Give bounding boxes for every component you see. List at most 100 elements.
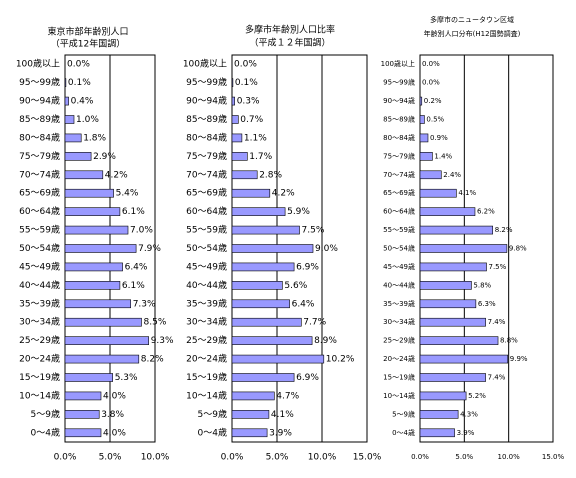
bar xyxy=(419,336,499,345)
y-tick-label: 55～59歳 xyxy=(383,225,415,234)
value-label: 2.8% xyxy=(259,170,282,180)
y-tick-label: 15～19歳 xyxy=(186,371,227,383)
value-label: 5.9% xyxy=(287,207,310,217)
bar xyxy=(64,428,102,438)
bar xyxy=(64,410,100,419)
y-tick-label: 5～9歳 xyxy=(198,408,227,420)
value-label: 2.4% xyxy=(443,171,461,179)
x-tick-label: 5.0% xyxy=(99,453,122,463)
value-label: 0.7% xyxy=(240,115,263,125)
y-tick-label: 45～49歳 xyxy=(186,260,227,272)
value-label: 1.8% xyxy=(83,133,106,143)
value-label: 8.2% xyxy=(141,355,164,365)
bar xyxy=(64,115,75,124)
chart-subtitle: （平成12年国調） xyxy=(51,38,125,50)
bar xyxy=(231,281,283,290)
y-tick-label: 90～94歳 xyxy=(186,95,227,107)
y-tick-label: 90～94歳 xyxy=(383,96,415,105)
y-tick-label: 20～24歳 xyxy=(186,353,227,365)
y-tick-label: 0～4歳 xyxy=(198,426,227,438)
bar xyxy=(231,354,325,364)
bar xyxy=(419,207,476,216)
y-tick-label: 35～39歳 xyxy=(186,297,227,309)
value-label: 6.9% xyxy=(296,373,319,383)
bar xyxy=(419,96,423,106)
y-tick-label: 15～19歳 xyxy=(383,373,415,382)
value-label: 3.9% xyxy=(457,429,475,437)
y-tick-label: 60～64歳 xyxy=(186,205,227,217)
value-label: 5.6% xyxy=(284,281,307,291)
value-label: 7.7% xyxy=(303,318,326,328)
y-tick-label: 50～54歳 xyxy=(383,244,415,253)
value-label: 7.5% xyxy=(302,226,325,236)
bar xyxy=(64,373,114,382)
y-tick-label: 10～14歳 xyxy=(186,389,227,401)
y-tick-label: 40～44歳 xyxy=(19,279,60,291)
bar xyxy=(64,281,121,290)
y-tick-label: 80～84歳 xyxy=(186,131,227,143)
bar xyxy=(231,262,295,272)
value-label: 4.3% xyxy=(460,410,478,418)
bar xyxy=(419,317,486,327)
y-tick-label: 85～89歳 xyxy=(186,113,227,125)
value-label: 4.2% xyxy=(105,170,128,180)
bar xyxy=(231,336,313,345)
bar xyxy=(231,244,314,253)
y-tick-label: 70～74歳 xyxy=(19,168,60,180)
bar xyxy=(231,188,271,198)
bar xyxy=(64,299,131,309)
y-tick-label: 55～59歳 xyxy=(186,224,227,236)
bar xyxy=(419,410,459,419)
bar xyxy=(231,133,243,143)
value-label: 0.1% xyxy=(235,78,258,88)
y-tick-label: 45～49歳 xyxy=(383,262,415,271)
value-label: 8.5% xyxy=(144,318,167,328)
y-tick-label: 85～89歳 xyxy=(19,113,60,125)
value-label: 7.5% xyxy=(489,263,507,271)
x-tick-label: 0.0% xyxy=(411,453,429,461)
bar xyxy=(231,96,235,106)
bar xyxy=(64,336,149,345)
bar xyxy=(419,170,442,180)
y-tick-label: 75～79歳 xyxy=(383,151,415,160)
bar xyxy=(231,78,234,87)
value-label: 9.3% xyxy=(151,336,174,346)
bar xyxy=(64,354,140,364)
value-label: 0.3% xyxy=(237,97,260,107)
value-label: 0.4% xyxy=(71,97,94,107)
chart: 多摩市年齢別人口比率（平成１２年国調） 0.0% 5.0% 10.0% 15.0% 100… xyxy=(183,24,382,463)
bar xyxy=(419,152,433,161)
bar xyxy=(64,188,114,198)
bar xyxy=(64,262,123,272)
x-tick-label: 10.0% xyxy=(141,453,170,463)
y-tick-label: 90～94歳 xyxy=(19,95,60,107)
bar xyxy=(231,225,300,235)
value-label: 5.3% xyxy=(115,373,138,383)
bar xyxy=(419,188,457,198)
value-label: 6.1% xyxy=(122,281,145,291)
y-tick-label: 25～29歳 xyxy=(383,336,415,345)
value-label: 8.2% xyxy=(495,226,513,234)
y-tick-label: 30～34歳 xyxy=(19,316,60,328)
y-tick-label: 65～69歳 xyxy=(19,187,60,199)
y-tick-label: 15～19歳 xyxy=(19,371,60,383)
bar xyxy=(64,207,121,216)
y-tick-label: 100歳以上 xyxy=(381,59,415,68)
y-tick-label: 5～9歳 xyxy=(31,408,60,420)
y-tick-label: 80～84歳 xyxy=(383,133,415,142)
bar xyxy=(64,225,129,235)
value-label: 1.1% xyxy=(244,133,267,143)
chart-subtitle: 年齢別人口分布(H12国勢調査) xyxy=(424,29,521,38)
y-tick-label: 50～54歳 xyxy=(19,242,60,254)
value-label: 6.2% xyxy=(477,208,495,216)
bar xyxy=(231,170,258,180)
value-label: 0.2% xyxy=(424,97,442,105)
bar xyxy=(231,152,248,161)
y-tick-label: 25～29歳 xyxy=(186,334,227,346)
y-tick-label: 70～74歳 xyxy=(186,168,227,180)
value-label: 10.2% xyxy=(326,355,355,365)
y-tick-label: 50～54歳 xyxy=(186,242,227,254)
bar xyxy=(64,244,137,253)
bar xyxy=(64,152,92,161)
